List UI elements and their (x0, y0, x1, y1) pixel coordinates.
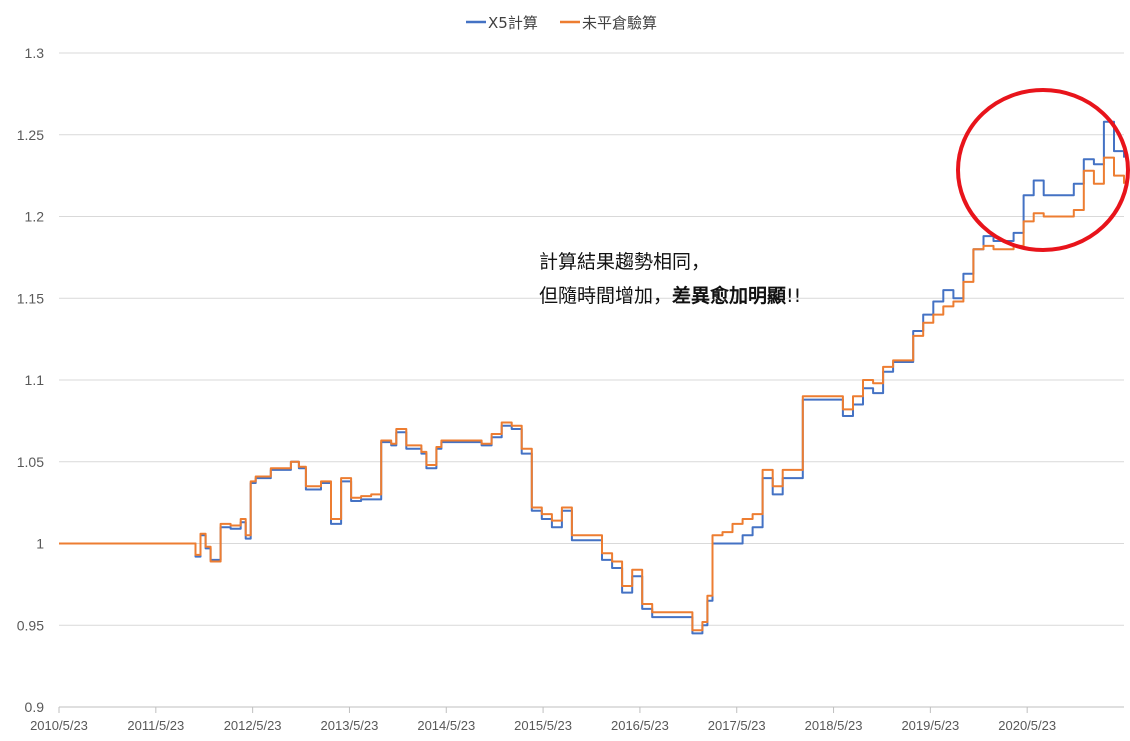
y-tick-label: 1 (36, 536, 44, 552)
x-tick-label: 2010/5/23 (30, 718, 88, 733)
x-tick-label: 2014/5/23 (417, 718, 475, 733)
annotation-line-2-bold: 差異愈加明顯 (672, 285, 787, 307)
annotation-line-2-tail: !! (786, 285, 802, 307)
annotation-text: 計算結果趨勢相同， 但隨時間增加，差異愈加明顯!! (539, 245, 801, 313)
x-axis: 2010/5/23 2011/5/23 2012/5/23 2013/5/23 2014… (30, 707, 1056, 733)
x-tick-label: 2012/5/23 (224, 718, 282, 733)
x-tick-label: 2016/5/23 (611, 718, 669, 733)
annotation-line-1: 計算結果趨勢相同， (539, 251, 711, 273)
y-tick-label: 1.05 (17, 454, 44, 470)
y-tick-label: 0.95 (17, 617, 44, 633)
x-tick-label: 2017/5/23 (708, 718, 766, 733)
annotation-line-2: 但隨時間增加，差異愈加明顯!! (539, 279, 801, 313)
x-tick-label: 2019/5/23 (901, 718, 959, 733)
y-axis: 1.3 1.25 1.2 1.15 1.1 1.05 1 0.95 0.9 (17, 45, 44, 715)
x-tick-label: 2013/5/23 (321, 718, 379, 733)
highlight-circle (956, 88, 1130, 252)
y-tick-label: 1.3 (25, 45, 45, 61)
legend-label: X5計算 (488, 14, 538, 32)
y-tick-label: 0.9 (25, 699, 45, 715)
x-tick-label: 2011/5/23 (127, 718, 184, 733)
y-tick-label: 1.1 (25, 372, 45, 388)
legend-label: 未平倉驗算 (582, 14, 657, 32)
series-line-2 (59, 156, 1125, 632)
x-tick-label: 2015/5/23 (514, 718, 572, 733)
x-tick-label: 2020/5/23 (998, 718, 1056, 733)
y-tick-label: 1.2 (25, 209, 45, 225)
x-tick-label: 2018/5/23 (805, 718, 863, 733)
y-tick-label: 1.25 (17, 127, 44, 143)
series-lines (59, 120, 1125, 635)
y-tick-label: 1.15 (17, 290, 44, 306)
legend: X5計算 未平倉驗算 (466, 14, 657, 32)
annotation-line-2-plain: 但隨時間增加， (539, 285, 673, 307)
gridlines (59, 52, 1124, 708)
